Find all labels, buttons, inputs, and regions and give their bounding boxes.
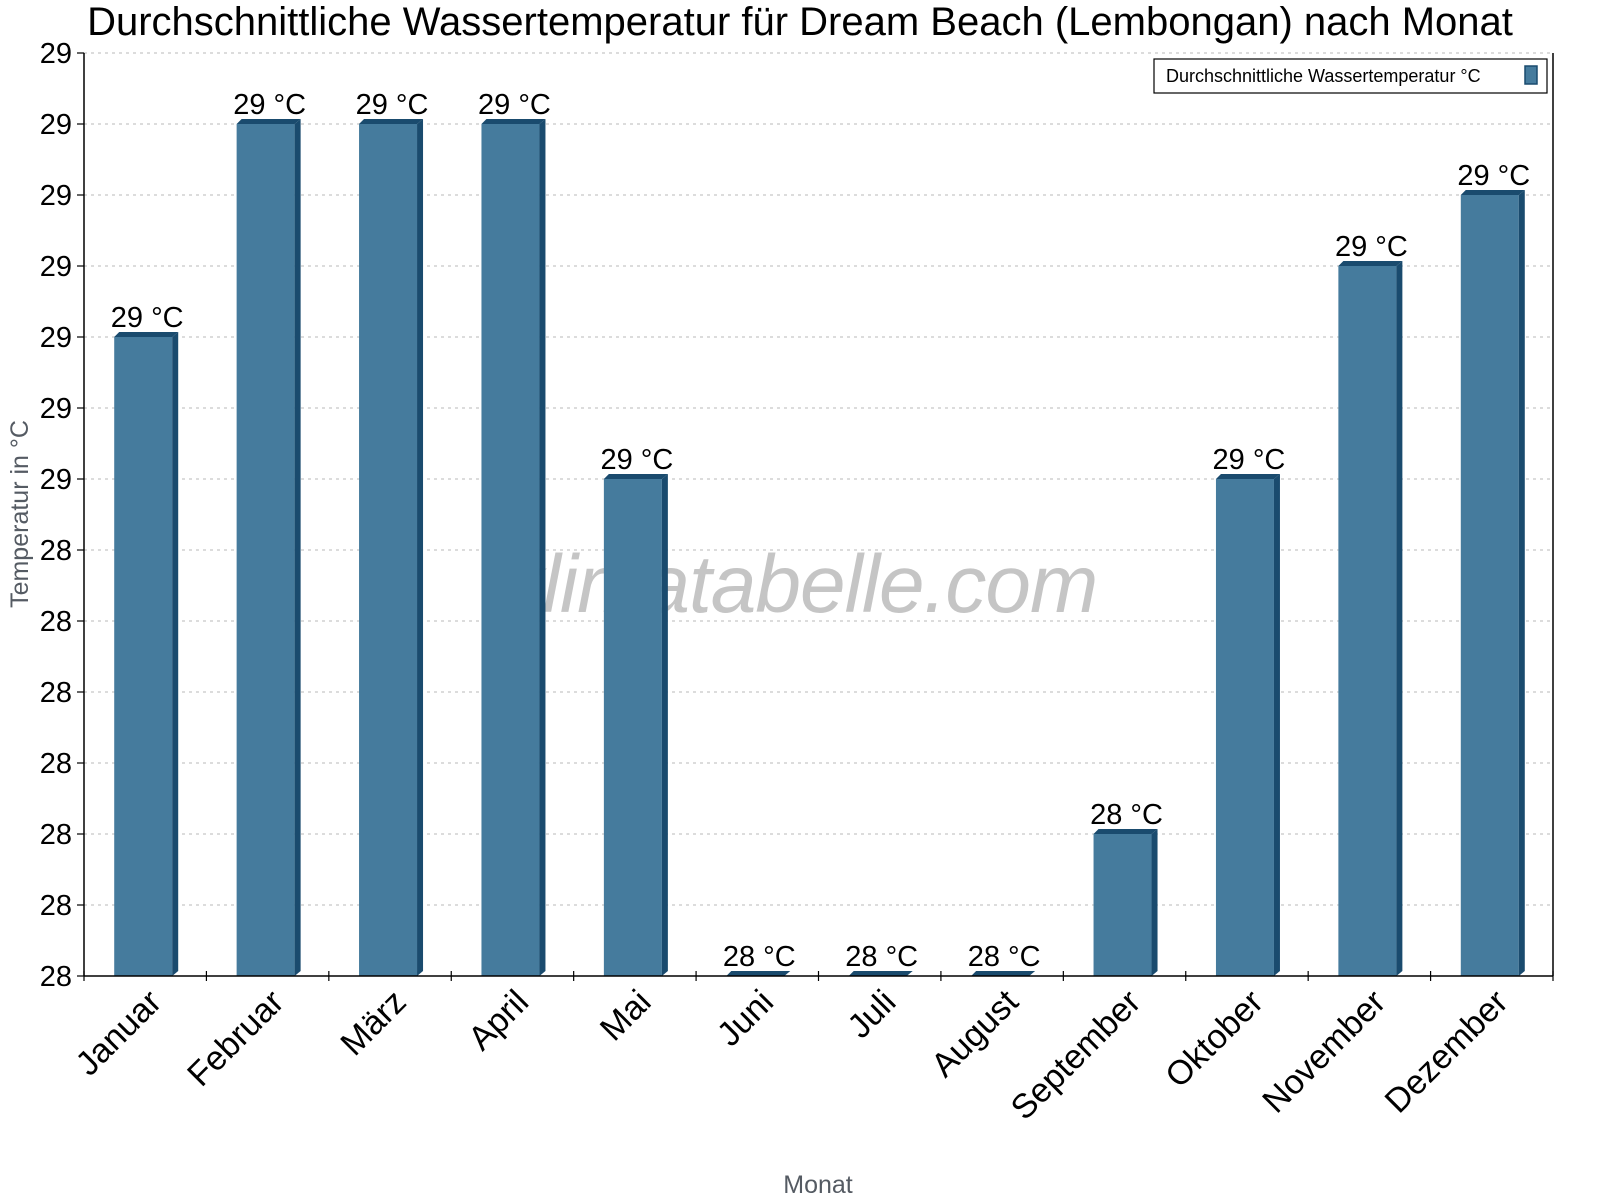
x-tick-label: September <box>1004 983 1148 1127</box>
y-tick-label: 28 <box>40 606 72 638</box>
data-label: 29 °C <box>111 302 184 334</box>
bar-front <box>236 124 295 976</box>
y-tick-label: 28 <box>40 961 72 993</box>
x-tick-label: November <box>1255 983 1393 1121</box>
bar-top <box>114 332 179 337</box>
bar-top <box>236 119 301 124</box>
bar-top <box>603 474 668 479</box>
bar-front <box>114 337 173 976</box>
bar-top <box>359 119 424 124</box>
x-tick-label: März <box>333 983 413 1063</box>
bar-front <box>1460 195 1519 976</box>
x-tick-label: Dezember <box>1378 983 1516 1121</box>
data-label: 29 °C <box>356 89 429 121</box>
bar-april[interactable] <box>481 119 546 976</box>
data-labels: 29 °C 29 °C 29 °C 29 °C 29 °C 28 °C 28 °C 28 °C… <box>111 89 1530 973</box>
bar-front <box>603 479 662 976</box>
x-axis-ticks: Januar Februar März April Mai Juni Juli AugustS… <box>68 971 1554 1127</box>
data-label: 29 °C <box>478 89 551 121</box>
bar-front <box>1338 266 1397 976</box>
data-label: 29 °C <box>233 89 306 121</box>
bar-side <box>1396 261 1403 976</box>
x-tick-label: Juli <box>840 983 903 1046</box>
data-label: 29 °C <box>1213 444 1286 476</box>
bar-front <box>1093 834 1152 976</box>
data-label: 29 °C <box>600 444 673 476</box>
data-label: 28 °C <box>845 941 918 973</box>
bar-top <box>1093 829 1158 834</box>
y-axis-ticks: 28 28 28 28 28 28 28 29 29 29 29 29 29 29 <box>40 38 84 993</box>
bar-juni[interactable] <box>726 971 791 976</box>
bar-februar[interactable] <box>236 119 301 976</box>
x-axis-title: Monat <box>783 1171 853 1199</box>
legend[interactable]: Durchschnittliche Wassertemperatur °C <box>1153 58 1548 94</box>
bar-märz[interactable] <box>359 119 424 976</box>
x-tick-label: Januar <box>68 983 168 1083</box>
legend-box <box>1153 58 1548 94</box>
bar-august[interactable] <box>971 971 1036 976</box>
x-tick-label: Juni <box>710 983 781 1054</box>
axes <box>83 53 1554 977</box>
gridlines <box>84 52 1553 906</box>
y-tick-label: 28 <box>40 535 72 567</box>
y-tick-label: 28 <box>40 748 72 780</box>
bar-side <box>661 474 668 976</box>
data-label: 29 °C <box>1335 231 1408 263</box>
bar-dezember[interactable] <box>1460 190 1525 976</box>
legend-swatch <box>1524 65 1538 85</box>
x-tick-label: April <box>461 983 536 1058</box>
bar-september[interactable] <box>1093 829 1158 976</box>
data-label: 29 °C <box>1457 160 1530 192</box>
bar-side <box>539 119 546 976</box>
bar-side <box>172 332 179 976</box>
bar-top <box>848 971 913 976</box>
y-tick-label: 28 <box>40 819 72 851</box>
legend-label: Durchschnittliche Wassertemperatur °C <box>1166 66 1481 86</box>
bar-side <box>1518 190 1525 976</box>
bar-top <box>1215 474 1280 479</box>
bar-november[interactable] <box>1338 261 1403 976</box>
x-tick-label: Mai <box>593 983 659 1049</box>
y-tick-label: 29 <box>40 180 72 212</box>
y-tick-label: 28 <box>40 890 72 922</box>
x-tick-label: Oktober <box>1158 983 1270 1095</box>
bar-side <box>417 119 424 976</box>
y-tick-label: 29 <box>40 109 72 141</box>
y-tick-label: 29 <box>40 464 72 496</box>
bar-side <box>1151 829 1158 976</box>
data-label: 28 °C <box>1090 799 1163 831</box>
bar-front <box>1215 479 1274 976</box>
bar-top <box>726 971 791 976</box>
watermark: klimatabelle.com <box>503 539 1098 630</box>
y-tick-label: 29 <box>40 251 72 283</box>
data-label: 28 °C <box>723 941 796 973</box>
bar-side <box>1273 474 1280 976</box>
bar-mai[interactable] <box>603 474 668 976</box>
bar-front <box>481 124 540 976</box>
chart-title: Durchschnittliche Wassertemperatur für D… <box>87 0 1513 44</box>
bar-januar[interactable] <box>114 332 179 976</box>
bar-top <box>1338 261 1403 266</box>
x-tick-label: August <box>924 982 1026 1084</box>
data-label: 28 °C <box>968 941 1041 973</box>
bar-side <box>294 119 301 976</box>
y-tick-label: 29 <box>40 393 72 425</box>
bar-top <box>481 119 546 124</box>
bar-oktober[interactable] <box>1215 474 1280 976</box>
bar-series <box>114 119 1525 976</box>
bar-juli[interactable] <box>848 971 913 976</box>
x-tick-label: Februar <box>180 983 291 1094</box>
bar-front <box>359 124 418 976</box>
bar-top <box>1460 190 1525 195</box>
y-tick-label: 29 <box>40 322 72 354</box>
y-tick-label: 28 <box>40 677 72 709</box>
y-tick-label: 29 <box>40 38 72 70</box>
y-axis-title: Temperatur in °C <box>6 420 34 608</box>
bar-top <box>971 971 1036 976</box>
